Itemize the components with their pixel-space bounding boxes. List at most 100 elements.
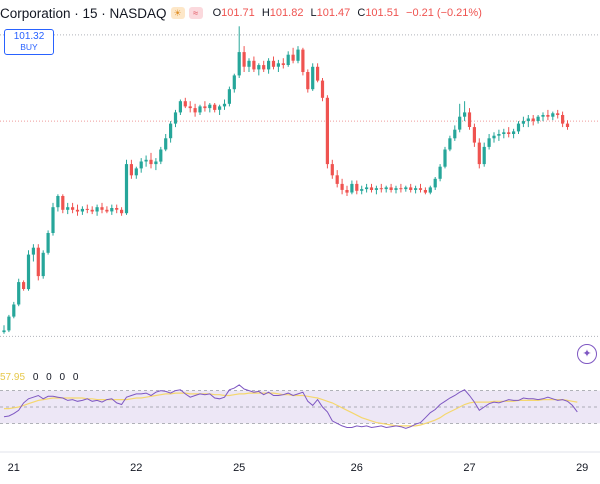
candle-body: [360, 189, 364, 191]
candle: [335, 170, 339, 188]
candle: [482, 142, 486, 167]
wave-icon[interactable]: ≈: [188, 7, 203, 19]
candle-body: [497, 134, 501, 136]
candle-body: [306, 72, 310, 90]
candle: [222, 99, 227, 110]
candle: [129, 159, 133, 179]
candle: [379, 183, 383, 193]
candle-body: [208, 104, 212, 109]
candle: [561, 111, 565, 128]
candle-body: [320, 80, 325, 98]
rsi-panel: [0, 384, 600, 429]
candle: [71, 202, 75, 214]
candle-body: [95, 207, 99, 212]
candle: [389, 183, 393, 193]
candle: [12, 301, 16, 319]
candle: [399, 183, 403, 193]
candle: [46, 230, 50, 255]
candle-body: [149, 159, 153, 165]
candle-body: [330, 164, 334, 176]
candle-body: [311, 66, 315, 90]
candle: [227, 86, 231, 107]
candle: [340, 178, 344, 195]
candle: [75, 204, 80, 216]
candle-body: [178, 101, 182, 113]
candle: [159, 146, 163, 165]
candle-body: [531, 118, 535, 122]
close-value: 101.51: [365, 7, 399, 19]
candle-body: [120, 209, 124, 214]
candle: [467, 108, 472, 130]
candle: [105, 206, 109, 214]
rsi-legend: 57.95 0 0 0 0: [0, 372, 83, 383]
candle-body: [472, 127, 476, 143]
candle-body: [345, 190, 349, 193]
high-value: 101.82: [269, 7, 304, 19]
candle-body: [218, 106, 222, 110]
candle: [291, 47, 295, 64]
candle: [218, 104, 222, 115]
candle-body: [31, 247, 35, 255]
candle-body: [252, 60, 256, 70]
candle-body: [463, 112, 467, 117]
rsi-param-1: 0: [32, 372, 39, 383]
candle: [301, 47, 305, 76]
candle: [512, 128, 516, 139]
candle-body: [110, 208, 114, 212]
candle-body: [492, 135, 496, 139]
candle: [203, 101, 207, 112]
candle: [144, 155, 148, 167]
x-tick-label: 26: [351, 462, 363, 474]
buy-button[interactable]: 101.32 BUY: [4, 29, 54, 55]
candle-body: [139, 161, 143, 169]
candle-body: [561, 115, 565, 124]
candle-body: [222, 103, 227, 107]
candle-body: [409, 187, 413, 190]
candle: [115, 204, 119, 214]
candles-layer: [2, 26, 570, 334]
symbol-title[interactable]: Corporation · 15 · NASDAQ: [0, 5, 167, 21]
candle: [56, 194, 60, 212]
candle: [414, 185, 418, 194]
candle-body: [267, 60, 271, 70]
candle: [369, 183, 374, 193]
candle-body: [242, 52, 246, 67]
candle: [110, 204, 114, 215]
candle: [208, 103, 212, 113]
candle-body: [129, 164, 133, 176]
candle-body: [22, 282, 26, 289]
buy-label: BUY: [20, 42, 38, 52]
candle: [374, 185, 378, 195]
candle-body: [394, 188, 398, 190]
candle-body: [556, 113, 560, 115]
candle: [164, 134, 168, 152]
candle: [276, 59, 280, 72]
candle: [526, 115, 530, 128]
candle: [296, 46, 300, 64]
candle-body: [467, 112, 472, 127]
candle: [531, 115, 535, 126]
candle: [193, 103, 197, 117]
candle-body: [134, 168, 138, 176]
candle: [173, 109, 178, 128]
candle: [409, 183, 413, 193]
candle: [423, 187, 427, 195]
low-value: 101.47: [316, 7, 351, 19]
candle: [438, 164, 442, 182]
candle: [418, 183, 423, 193]
candle: [394, 185, 398, 194]
candle: [26, 250, 31, 291]
open-value: 101.71: [221, 7, 255, 19]
candle: [551, 111, 555, 121]
change-value: −0.21 (−0.21%): [406, 7, 482, 19]
candle-body: [66, 207, 70, 210]
candle: [257, 63, 261, 76]
candle: [149, 152, 153, 169]
candle: [453, 125, 457, 141]
candle-body: [169, 123, 173, 139]
candle: [120, 207, 124, 216]
compass-icon[interactable]: ✦: [577, 344, 597, 364]
sun-icon[interactable]: ☀: [170, 7, 185, 19]
candle-body: [213, 104, 217, 110]
